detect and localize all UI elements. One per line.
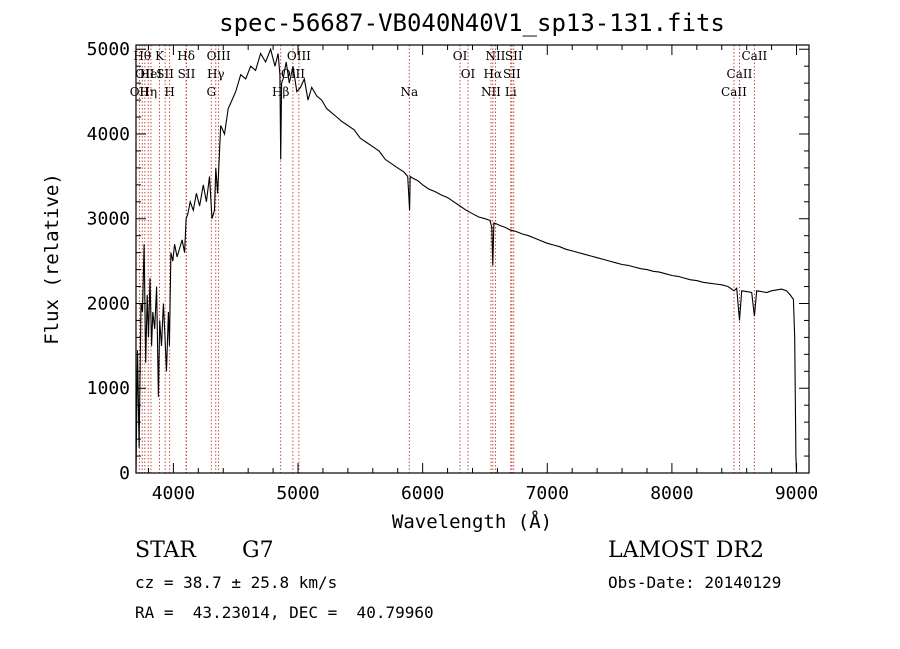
line-marker-label: SII bbox=[178, 67, 196, 81]
y-axis: 0 1000 2000 3000 4000 5000 bbox=[87, 39, 809, 484]
survey-name: LAMOST DR2 bbox=[608, 538, 764, 563]
line-marker-label: Na bbox=[400, 85, 418, 99]
x-axis-label: Wavelength (Å) bbox=[392, 510, 552, 533]
line-marker-label: OI bbox=[461, 67, 476, 81]
line-marker-label: Hβ bbox=[272, 85, 289, 99]
x-tick-label: 6000 bbox=[401, 483, 444, 504]
spectral-subclass: G7 bbox=[242, 538, 274, 563]
line-marker-label: Hθ bbox=[133, 49, 151, 63]
line-marker-label: SII bbox=[156, 67, 174, 81]
line-marker-label: OIII bbox=[207, 49, 231, 63]
line-marker-label: CaII bbox=[727, 67, 753, 81]
line-marker-label: G bbox=[206, 85, 216, 99]
y-tick-label: 1000 bbox=[87, 378, 130, 399]
line-marker-label: Hη bbox=[139, 85, 157, 99]
coordinates: RA = 43.23014, DEC = 40.79960 bbox=[135, 603, 434, 622]
line-marker-label: Hγ bbox=[207, 67, 225, 81]
y-tick-label: 0 bbox=[119, 463, 130, 484]
line-marker-label: H bbox=[164, 85, 174, 99]
line-marker-labels: OIIHθOIIHηHeIKSIIHHδSIIGHγOIIIHβOIIIOIII… bbox=[130, 49, 768, 99]
y-tick-label: 2000 bbox=[87, 293, 130, 314]
line-marker-label: K bbox=[155, 49, 165, 63]
line-marker-label: OIII bbox=[287, 49, 311, 63]
line-marker-label: OII bbox=[130, 85, 150, 99]
line-marker-label: Hδ bbox=[177, 49, 195, 63]
line-marker-label: OII bbox=[135, 67, 155, 81]
line-marker-label: OI bbox=[453, 49, 468, 63]
x-tick-label: 7000 bbox=[526, 483, 569, 504]
chart-title: spec-56687-VB040N40V1_sp13-131.fits bbox=[219, 9, 725, 37]
line-marker-label: SII bbox=[503, 67, 521, 81]
line-marker-label: NII bbox=[485, 49, 505, 63]
line-markers bbox=[138, 45, 755, 473]
spectrum-series-line bbox=[135, 47, 798, 474]
line-marker-label: SII bbox=[505, 49, 523, 63]
redshift-velocity: cz = 38.7 ± 25.8 km/s bbox=[135, 573, 338, 592]
plot-frame bbox=[135, 44, 810, 474]
x-axis: 4000 5000 6000 7000 8000 9000 bbox=[147, 45, 818, 504]
line-marker-label: NII bbox=[481, 85, 501, 99]
spectrum-chart: spec-56687-VB040N40V1_sp13-131.fits OIIH… bbox=[41, 9, 818, 533]
observation-date: Obs-Date: 20140129 bbox=[608, 573, 782, 592]
x-tick-label: 8000 bbox=[650, 483, 693, 504]
line-marker-label: Hα bbox=[484, 67, 503, 81]
line-marker-label: HeI bbox=[140, 67, 163, 81]
object-class: STAR bbox=[135, 538, 196, 563]
x-tick-label: 4000 bbox=[152, 483, 195, 504]
line-marker-label: CaII bbox=[721, 85, 747, 99]
y-tick-label: 5000 bbox=[87, 39, 130, 60]
line-marker-label: Li bbox=[505, 85, 517, 99]
x-tick-label: 9000 bbox=[775, 483, 818, 504]
line-marker-label: CaII bbox=[741, 49, 767, 63]
y-axis-label: Flux (relative) bbox=[41, 173, 63, 345]
x-tick-label: 5000 bbox=[276, 483, 319, 504]
y-tick-label: 4000 bbox=[87, 124, 130, 145]
y-tick-label: 3000 bbox=[87, 209, 130, 230]
